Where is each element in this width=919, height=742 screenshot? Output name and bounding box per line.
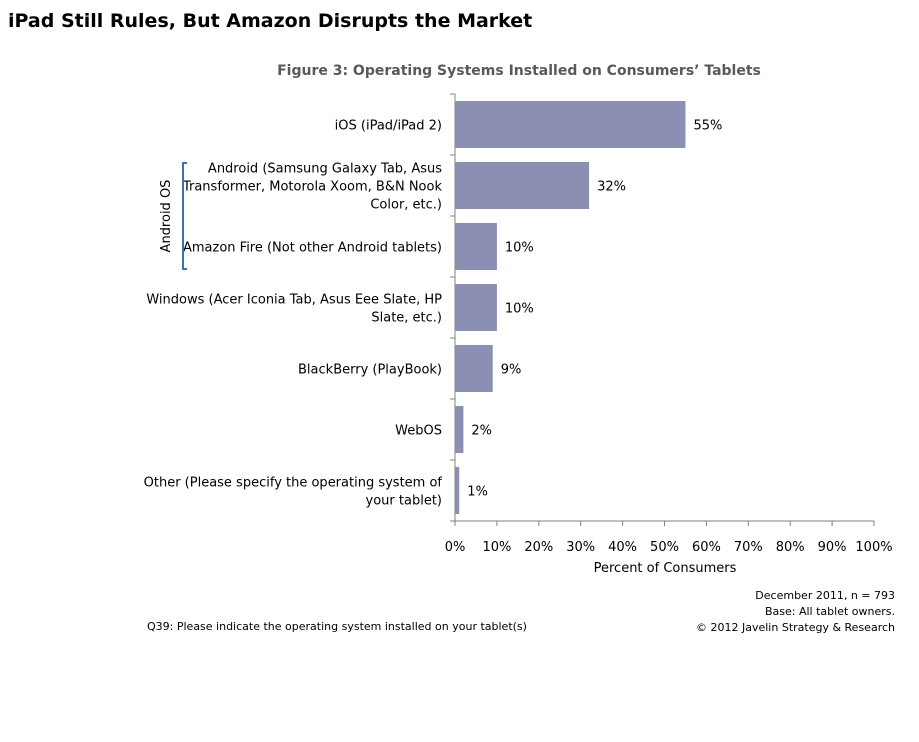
source-credit: December 2011, n = 793 Base: All tablet … bbox=[696, 588, 895, 636]
bar bbox=[455, 162, 590, 209]
bar bbox=[455, 467, 460, 514]
x-tick-label: 20% bbox=[524, 540, 553, 555]
x-tick-label: 10% bbox=[482, 540, 511, 555]
x-tick-label: 0% bbox=[445, 540, 466, 555]
axis-layer: 0% 10% 20% 30% 40% 50% 60% 70% 80% 90% 100% bbox=[445, 93, 893, 555]
bar bbox=[455, 345, 493, 392]
data-label: 2% bbox=[471, 424, 492, 439]
credit-base: Base: All tablet owners. bbox=[764, 605, 895, 618]
bar bbox=[455, 284, 497, 331]
bar bbox=[455, 101, 686, 148]
x-tick-label: 40% bbox=[608, 540, 637, 555]
category-label: Android (Samsung Galaxy Tab, Asus Transfo… bbox=[182, 162, 443, 213]
bracket-line bbox=[182, 162, 187, 270]
x-tick-label: 30% bbox=[566, 540, 595, 555]
data-label: 9% bbox=[501, 363, 522, 378]
data-label: 10% bbox=[505, 241, 534, 256]
data-label: 55% bbox=[693, 119, 722, 134]
x-tick-label: 80% bbox=[776, 540, 805, 555]
x-tick-label: 60% bbox=[692, 540, 721, 555]
chart-title: Figure 3: Operating Systems Installed on… bbox=[277, 63, 761, 79]
category-labels: iOS (iPad/iPad 2) Android (Samsung Galaxy… bbox=[144, 119, 443, 509]
bar bbox=[455, 223, 497, 270]
bracket-label: Android OS bbox=[159, 180, 174, 253]
page-title: iPad Still Rules, But Amazon Disrupts th… bbox=[8, 10, 533, 32]
x-tick-label: 70% bbox=[734, 540, 763, 555]
credit-date: December 2011, n = 793 bbox=[755, 589, 895, 602]
category-label: Amazon Fire (Not other Android tablets) bbox=[183, 241, 442, 256]
bar bbox=[455, 406, 464, 453]
data-label: 1% bbox=[467, 485, 488, 500]
x-tick-label: 50% bbox=[650, 540, 679, 555]
question-footnote: Q39: Please indicate the operating syste… bbox=[147, 620, 527, 633]
bars-layer: 55% 32% 10% 10% 9% 2% 1% bbox=[455, 101, 722, 514]
category-label: Other (Please specify the operating syst… bbox=[144, 476, 443, 509]
category-label: Windows (Acer Iconia Tab, Asus Eee Slate… bbox=[146, 293, 442, 326]
category-label: WebOS bbox=[395, 424, 442, 439]
category-label: iOS (iPad/iPad 2) bbox=[335, 119, 442, 134]
android-bracket: Android OS bbox=[159, 162, 187, 270]
x-tick-label: 100% bbox=[855, 540, 892, 555]
x-axis-title: Percent of Consumers bbox=[594, 561, 737, 576]
data-label: 32% bbox=[597, 180, 626, 195]
category-label: BlackBerry (PlayBook) bbox=[298, 363, 442, 378]
data-label: 10% bbox=[505, 302, 534, 317]
x-tick-label: 90% bbox=[818, 540, 847, 555]
credit-copyright: © 2012 Javelin Strategy & Research bbox=[696, 621, 895, 634]
